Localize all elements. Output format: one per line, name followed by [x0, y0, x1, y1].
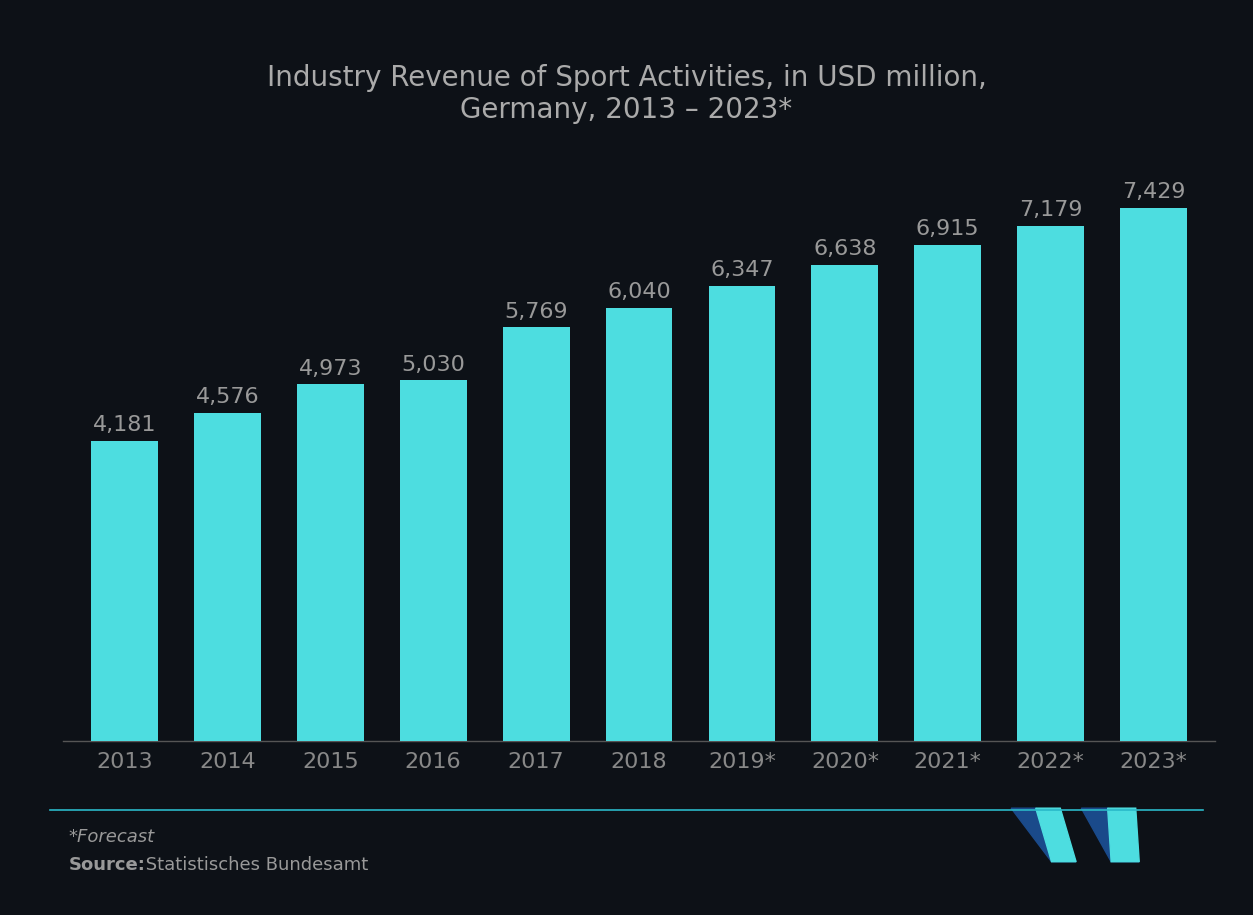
Bar	[194, 413, 261, 741]
Bar	[400, 381, 466, 741]
Text: 7,429: 7,429	[1121, 182, 1185, 202]
Bar	[915, 245, 981, 741]
Text: 4,576: 4,576	[195, 387, 259, 407]
Bar	[1120, 208, 1187, 741]
Text: 5,030: 5,030	[401, 354, 465, 374]
Text: 6,347: 6,347	[710, 260, 773, 280]
Polygon shape	[1036, 808, 1076, 862]
Bar	[297, 384, 363, 741]
Bar	[502, 328, 570, 741]
Text: 7,179: 7,179	[1019, 200, 1083, 221]
Text: 4,181: 4,181	[93, 415, 157, 436]
Text: Source:: Source:	[69, 856, 145, 874]
Text: 6,638: 6,638	[813, 239, 877, 259]
Bar	[1017, 226, 1084, 741]
Bar	[812, 265, 878, 741]
Bar	[91, 441, 158, 741]
Polygon shape	[1081, 808, 1139, 862]
Text: 4,973: 4,973	[298, 359, 362, 379]
Bar	[708, 285, 776, 741]
Text: 6,915: 6,915	[916, 220, 980, 240]
Text: Statistisches Bundesamt: Statistisches Bundesamt	[140, 856, 368, 874]
Bar	[605, 307, 673, 741]
Polygon shape	[1011, 808, 1076, 862]
Text: *Forecast: *Forecast	[69, 828, 155, 846]
Polygon shape	[1108, 808, 1139, 862]
Text: 5,769: 5,769	[504, 302, 568, 321]
Text: 6,040: 6,040	[608, 282, 670, 302]
Text: Industry Revenue of Sport Activities, in USD million,
Germany, 2013 – 2023*: Industry Revenue of Sport Activities, in…	[267, 64, 986, 124]
